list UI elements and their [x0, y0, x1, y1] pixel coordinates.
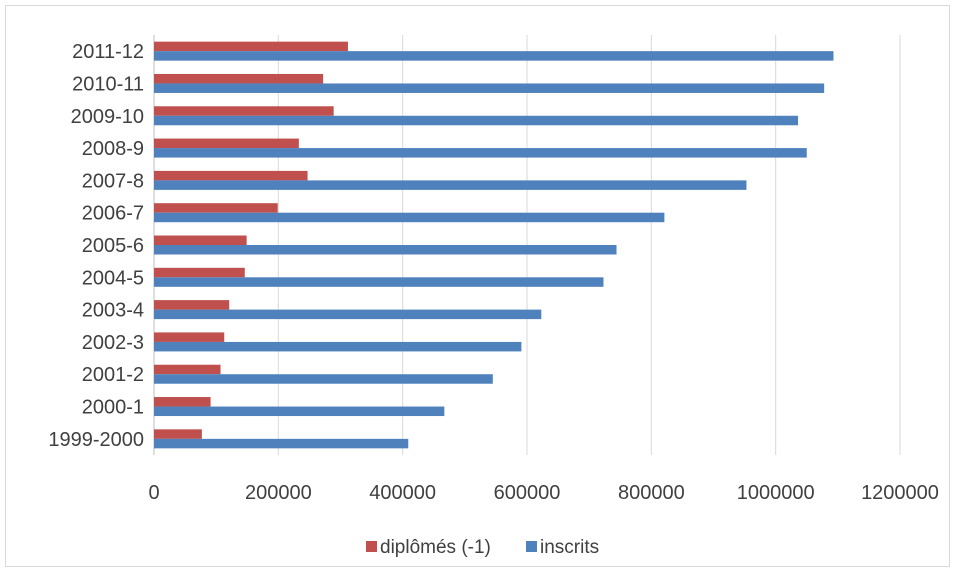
- category-label: 2000-1: [82, 397, 144, 419]
- bar-inscrits: [154, 115, 799, 126]
- bar-inscrits: [154, 148, 807, 158]
- bar-inscrits: [154, 51, 834, 61]
- bar-diplomes: [154, 73, 324, 84]
- x-tick-label: 0: [148, 482, 159, 504]
- bar-inscrits: [154, 83, 825, 93]
- bar-diplomes: [154, 203, 278, 213]
- category-label: 2003-4: [82, 300, 144, 322]
- bar-inscrits: [154, 245, 617, 255]
- x-tick-label: 200000: [245, 482, 312, 504]
- x-tick-label: 800000: [618, 482, 685, 504]
- bar-diplomes: [154, 397, 211, 407]
- x-tick-label: 600000: [494, 482, 561, 504]
- legend-swatch-inscrits: [526, 541, 537, 552]
- category-label: 2007-8: [82, 170, 144, 192]
- bar-diplomes: [154, 364, 221, 375]
- bar-diplomes: [154, 138, 299, 149]
- bars: [154, 41, 834, 449]
- bar-inscrits: [154, 341, 522, 352]
- category-label: 2005-6: [82, 235, 144, 257]
- bar-inscrits: [154, 212, 665, 223]
- legend-label-inscrits: inscrits: [540, 537, 599, 558]
- bar-diplomes: [154, 170, 308, 181]
- x-tick-label: 400000: [369, 482, 436, 504]
- bar-inscrits: [154, 180, 747, 190]
- category-label: 2006-7: [82, 203, 144, 225]
- bar-diplomes: [154, 106, 334, 116]
- bar-diplomes: [154, 41, 348, 52]
- x-tick-label: 1200000: [861, 482, 939, 504]
- category-labels: 1999-2000 2000-1 2001-2 2002-3 2003-4 2004-5 2…: [48, 41, 144, 451]
- tick-labels: 0 200000 400000 600000 800000 1000000 1200000: [148, 482, 939, 504]
- bar-diplomes: [154, 429, 202, 439]
- bar-inscrits: [154, 309, 542, 320]
- category-label: 2011-12: [72, 41, 144, 63]
- category-label: 2008-9: [82, 138, 144, 160]
- category-label: 2002-3: [82, 332, 144, 354]
- bar-inscrits: [154, 277, 604, 287]
- legend-swatch-diplomes: [366, 541, 377, 552]
- legend: diplômés (-1) inscrits: [366, 537, 599, 558]
- bar-diplomes: [154, 300, 230, 310]
- bar-diplomes: [154, 332, 225, 342]
- category-label: 2001-2: [82, 364, 144, 386]
- category-label: 2009-10: [71, 106, 144, 128]
- category-label: 2010-11: [72, 73, 144, 95]
- x-tick-label: 1000000: [737, 482, 815, 504]
- bar-diplomes: [154, 267, 245, 278]
- category-label: 2004-5: [82, 267, 144, 289]
- gridlines: [153, 35, 901, 455]
- bar-diplomes: [154, 235, 247, 245]
- legend-label-diplomes: diplômés (-1): [380, 537, 491, 558]
- category-label: 1999-2000: [48, 429, 144, 451]
- bar-inscrits: [154, 374, 493, 384]
- bar-inscrits: [154, 406, 445, 417]
- bar-inscrits: [154, 438, 409, 449]
